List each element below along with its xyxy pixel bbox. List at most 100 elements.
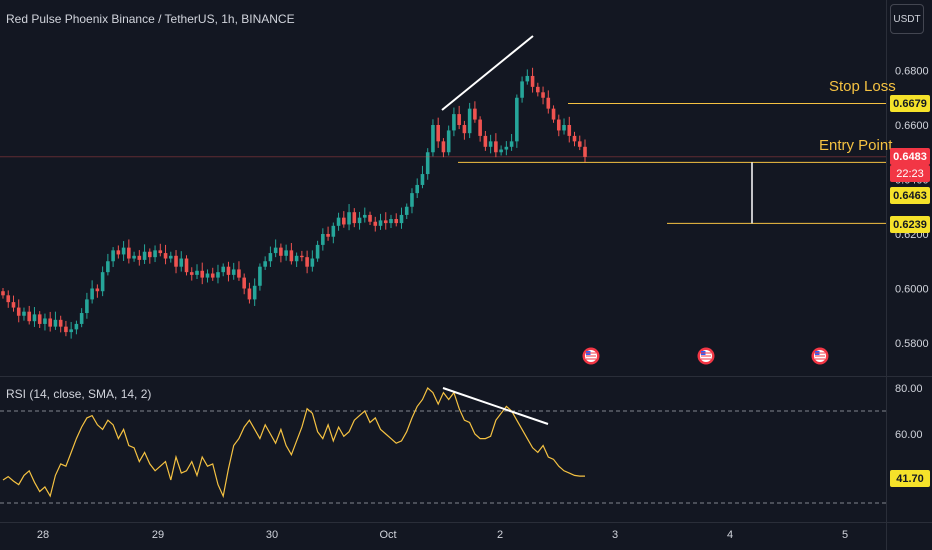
candle-body	[494, 141, 498, 153]
candle-body	[221, 266, 226, 273]
candle-body	[111, 250, 115, 262]
rsi-indicator-label[interactable]: RSI (14, close, SMA, 14, 2)	[6, 387, 152, 401]
last-price-tag: 0.6483	[890, 148, 930, 165]
candle-body	[106, 261, 110, 273]
candle-body	[58, 319, 63, 327]
price-trendline	[441, 35, 534, 111]
candle-body	[252, 285, 257, 300]
candle-body	[383, 220, 388, 224]
price-tick-label: 0.6600	[895, 120, 929, 132]
candle-body	[315, 244, 320, 259]
candle-body	[441, 141, 446, 153]
candle-body	[525, 75, 530, 82]
candle-body	[478, 119, 482, 136]
candle-body	[247, 288, 252, 300]
time-tick-label: 2	[497, 529, 503, 541]
candle-body	[567, 125, 572, 136]
candle-body	[457, 114, 461, 125]
candle-body	[583, 146, 587, 157]
time-tick-label: 4	[727, 529, 733, 541]
candle-body	[200, 270, 205, 278]
price-tick-label: 0.5800	[895, 338, 929, 350]
candle-body	[425, 152, 430, 175]
candle-body	[541, 92, 545, 98]
candle-body	[373, 221, 378, 226]
time-tick-label: 5	[842, 529, 848, 541]
candle-body	[127, 247, 131, 259]
candle-body	[284, 250, 288, 256]
candle-body	[116, 250, 121, 255]
candle-body	[357, 217, 362, 224]
candle-body	[352, 212, 357, 224]
candle-body	[546, 97, 551, 109]
candle-body	[100, 272, 105, 292]
countdown-tag: 22:23	[890, 165, 930, 182]
candle-body	[305, 257, 309, 267]
candle-body	[362, 214, 367, 218]
chart-title: Red Pulse Phoenix Binance / TetherUS, 1h…	[6, 12, 295, 26]
time-tick-label: 30	[266, 529, 278, 541]
candle-body	[158, 250, 163, 254]
candle-body	[499, 149, 503, 153]
candle-body	[420, 174, 425, 185]
candle-body	[6, 295, 11, 303]
candle-body	[16, 307, 21, 316]
candle-body	[189, 272, 194, 275]
candle-body	[321, 234, 325, 245]
candle-body	[294, 255, 299, 262]
candle-body	[1, 291, 5, 296]
candle-body	[237, 269, 241, 278]
candle-body	[520, 81, 524, 98]
candle-body	[153, 250, 157, 258]
candle-body	[137, 255, 142, 260]
candle-body	[268, 253, 273, 262]
candle-body	[326, 234, 330, 237]
candle-body	[336, 217, 341, 226]
candle-body	[310, 258, 315, 267]
candle-body	[64, 326, 68, 333]
candle-body	[300, 255, 304, 258]
rsi-value-tag: 41.70	[890, 470, 930, 487]
rsi-tick-label: 80.00	[895, 383, 923, 395]
candle-body	[32, 314, 37, 322]
candle-body	[90, 288, 94, 300]
candle-body	[556, 119, 561, 131]
candle-body	[462, 125, 467, 134]
candle-body	[509, 141, 514, 147]
candle-body	[132, 255, 136, 259]
candle-body	[530, 75, 535, 87]
candle-body	[452, 114, 456, 131]
time-tick-label: 28	[37, 529, 49, 541]
price-tick-label: 0.6000	[895, 284, 929, 296]
candle-body	[69, 329, 73, 333]
candle-body	[394, 219, 399, 224]
entry-price-tag: 0.6463	[890, 187, 930, 204]
candle-body	[446, 130, 451, 153]
candle-body	[95, 288, 100, 292]
candle-body	[263, 261, 267, 267]
candle-body	[504, 146, 509, 150]
rsi-line	[2, 387, 585, 499]
candle-body	[163, 253, 168, 259]
candle-body	[11, 302, 16, 308]
candle-body	[431, 125, 435, 153]
candle-body	[473, 108, 477, 120]
price-tick-label: 0.6800	[895, 66, 929, 78]
candle-body	[210, 273, 215, 278]
candle-body	[226, 266, 231, 275]
time-tick-label: Oct	[379, 529, 396, 541]
currency-button[interactable]: USDT	[890, 4, 924, 34]
time-tick-label: 3	[612, 529, 618, 541]
candle-body	[347, 212, 351, 225]
candle-body	[483, 135, 488, 147]
candle-body	[37, 314, 42, 324]
rsi-tick-label: 60.00	[895, 429, 923, 441]
entry-point-annotation: Entry Point	[819, 137, 893, 154]
candle-body	[436, 125, 440, 142]
candle-body	[85, 299, 89, 314]
candle-body	[572, 135, 577, 142]
candle-body	[242, 277, 246, 289]
candle-body	[179, 258, 184, 267]
candle-body	[258, 266, 262, 286]
